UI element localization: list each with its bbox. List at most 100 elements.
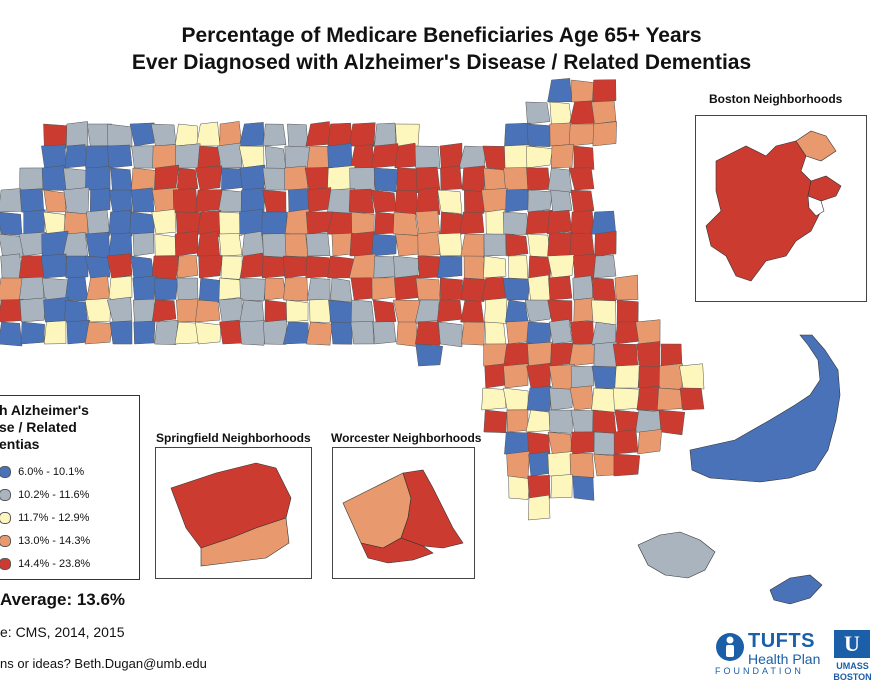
town-polygon: [440, 165, 463, 191]
legend: h Alzheimer's se / Related entias 6.0% -…: [0, 395, 140, 580]
town-polygon: [374, 122, 397, 147]
marthas-vineyard: [637, 531, 716, 579]
town-polygon: [284, 233, 309, 258]
town-polygon: [370, 143, 399, 169]
town-polygon: [394, 275, 420, 301]
town-polygon: [219, 233, 243, 257]
legend-label: 10.2% - 11.6%: [18, 489, 90, 501]
legend-title-line2: se / Related: [0, 419, 77, 435]
map-title-line2: Ever Diagnosed with Alzheimer's Disease …: [131, 51, 752, 74]
town-polygon: [395, 123, 420, 147]
worcester-neighborhood: [400, 469, 464, 549]
town-polygon: [526, 362, 552, 389]
town-polygon: [483, 233, 507, 257]
town-polygon: [415, 321, 441, 346]
town-polygons: [0, 78, 705, 521]
town-polygon: [264, 145, 287, 171]
contact-line: ns or ideas? Beth.Dugan@umb.edu: [0, 656, 207, 671]
town-polygon: [569, 100, 596, 125]
town-polygon: [461, 165, 486, 193]
town-polygon: [43, 320, 67, 345]
town-polygon: [573, 297, 595, 323]
town-polygon: [614, 409, 640, 433]
town-polygon: [0, 211, 23, 236]
legend-swatch: [0, 466, 11, 479]
town-polygon: [527, 274, 551, 302]
town-polygon: [592, 121, 617, 147]
town-polygon: [154, 319, 179, 345]
town-polygon: [440, 211, 463, 235]
town-polygon: [613, 453, 641, 477]
town-polygon: [417, 231, 441, 257]
town-polygon: [307, 277, 331, 301]
town-polygon: [459, 211, 485, 235]
legend-swatch: [0, 535, 11, 548]
town-polygon: [351, 299, 375, 324]
legend-title-line1: h Alzheimer's: [0, 402, 89, 418]
town-polygon: [508, 475, 531, 500]
town-polygon: [591, 365, 617, 389]
town-polygon: [64, 299, 89, 325]
town-polygon: [264, 277, 287, 301]
town-polygon: [330, 321, 353, 345]
town-polygon: [108, 275, 133, 301]
town-polygon: [437, 189, 463, 214]
town-polygon: [505, 299, 529, 323]
town-polygon: [129, 122, 155, 147]
town-polygon: [504, 144, 530, 171]
town-polygon: [524, 299, 553, 323]
town-polygon: [460, 277, 487, 302]
legend-label: 6.0% - 10.1%: [18, 466, 85, 478]
tufts-person-icon: [716, 633, 744, 661]
town-polygon: [417, 255, 441, 279]
town-polygon: [636, 386, 661, 412]
tufts-name: TUFTS: [748, 630, 815, 652]
town-polygon: [307, 187, 332, 213]
town-polygon: [395, 189, 419, 216]
town-polygon: [637, 429, 663, 455]
town-polygon: [546, 209, 573, 235]
town-polygon: [439, 142, 463, 169]
town-polygon: [592, 277, 617, 304]
town-polygon: [526, 321, 552, 346]
boston-neighborhood: [795, 130, 837, 162]
town-polygon: [392, 211, 419, 236]
town-polygon: [85, 231, 111, 259]
town-polygon: [638, 365, 663, 389]
town-polygon: [151, 299, 177, 323]
town-polygon: [288, 188, 310, 213]
town-polygon: [571, 79, 596, 103]
town-polygon: [660, 343, 683, 368]
town-polygon: [262, 233, 289, 258]
town-polygon: [394, 142, 419, 169]
town-polygon: [573, 145, 595, 170]
legend-label: 13.0% - 14.3%: [18, 535, 91, 547]
legend-item: 14.4% - 23.8%: [0, 558, 90, 571]
town-polygon: [110, 167, 133, 192]
town-polygon: [330, 277, 353, 303]
town-polygon: [481, 387, 507, 411]
town-polygon: [570, 365, 595, 389]
town-polygon: [309, 298, 332, 323]
town-polygon: [569, 452, 595, 479]
town-polygon: [239, 252, 265, 279]
town-polygon: [217, 142, 243, 169]
town-polygon: [0, 253, 23, 280]
town-polygon: [0, 299, 24, 323]
town-polygon: [527, 233, 551, 258]
town-polygon: [481, 277, 507, 301]
town-polygon: [614, 364, 641, 389]
town-polygon: [348, 253, 377, 279]
springfield-inset-map: [170, 462, 292, 567]
town-polygon: [484, 297, 508, 325]
town-polygon: [547, 78, 573, 103]
town-polygon: [393, 255, 419, 279]
town-polygon: [43, 189, 67, 213]
town-polygon: [505, 188, 529, 213]
springfield-neighborhood: [200, 517, 290, 567]
town-polygon: [64, 144, 89, 169]
town-polygon: [617, 299, 639, 324]
town-polygon: [198, 255, 223, 279]
town-polygon: [481, 188, 508, 213]
town-polygon: [107, 123, 133, 148]
